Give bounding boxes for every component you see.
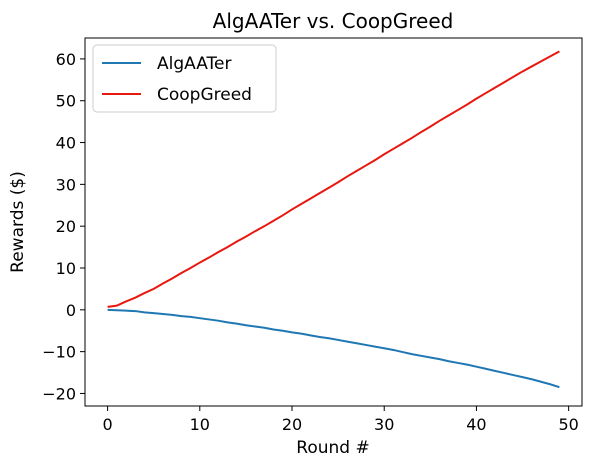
y-axis-label: Rewards ($) [8,171,28,273]
y-tick-label: −10 [42,343,76,362]
series-line-algaater [107,308,560,389]
axis-ticks: 0 10 20 30 40 50 −20 −10 0 10 20 30 40 50 60 [42,50,579,434]
series-line-coopgreed [107,50,560,308]
x-tick-label: 50 [558,415,578,434]
y-tick-label: 30 [56,175,76,194]
legend: AlgAATer CoopGreed [92,44,277,113]
y-tick-label: 10 [56,259,76,278]
plot-frame [84,37,583,407]
y-tick-label: 20 [56,217,76,236]
plot-lines [107,50,560,389]
x-tick-label: 0 [102,415,112,434]
chart-title: AlgAATer vs. CoopGreed [213,9,454,33]
y-tick-label: 0 [66,301,76,320]
y-tick-label: 40 [56,134,76,153]
x-tick-label: 20 [282,415,302,434]
legend-label-coopgreed: CoopGreed [157,85,252,105]
y-tick-label: 50 [56,92,76,111]
x-tick-label: 10 [190,415,210,434]
legend-label-algaater: AlgAATer [157,54,232,74]
x-tick-label: 30 [374,415,394,434]
x-tick-label: 40 [466,415,486,434]
y-tick-label: −20 [42,384,76,403]
y-tick-label: 60 [56,50,76,69]
x-axis-label: Round # [296,438,369,458]
legend-box [92,44,277,113]
